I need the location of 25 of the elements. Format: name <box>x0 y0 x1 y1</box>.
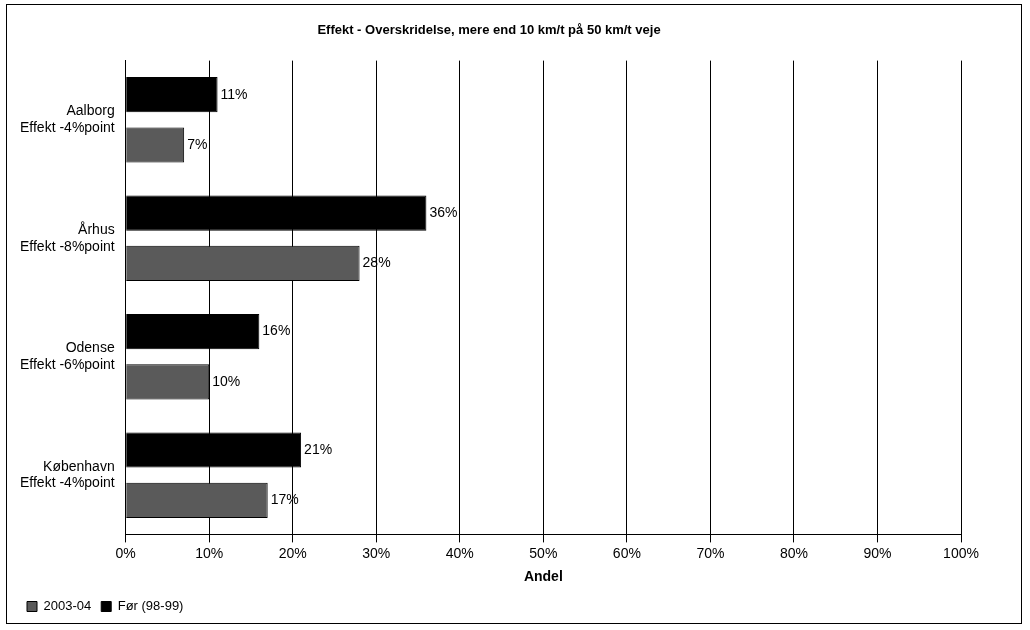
data-label: 11% <box>220 85 248 102</box>
x-tick-label: 20% <box>278 544 307 561</box>
x-tick-label: 60% <box>612 544 641 561</box>
y-tick-label: København Effekt -4%point <box>20 457 115 491</box>
chart-title: Effekt - Overskridelse, mere end 10 km/t på 50 km/t veje <box>317 22 661 38</box>
data-label: 36% <box>429 203 458 220</box>
x-tick-label: 70% <box>696 544 725 561</box>
y-tick-label: Odense Effekt -6%point <box>20 339 115 372</box>
data-label: 21% <box>304 440 333 457</box>
x-tick-label: 80% <box>779 544 808 561</box>
x-tick-label: 0% <box>115 544 136 561</box>
data-label: 10% <box>212 372 241 389</box>
x-tick-label: 30% <box>362 544 391 561</box>
x-tick-label: 100% <box>943 544 979 561</box>
x-tick-label: 10% <box>195 544 224 561</box>
legend-label: 2003-04 <box>43 598 92 614</box>
y-tick-label: Århus Effekt -8%point <box>20 220 115 254</box>
data-label: 7% <box>187 135 208 152</box>
x-axis-title: Andel <box>523 568 563 585</box>
x-tick-label: 40% <box>445 544 474 561</box>
data-label: 16% <box>262 322 291 339</box>
legend-label: Før (98-99) <box>117 598 184 614</box>
x-tick-label: 90% <box>863 544 892 561</box>
y-tick-label: Aalborg Effekt -4%point <box>20 102 115 136</box>
x-tick-label: 50% <box>529 544 558 561</box>
